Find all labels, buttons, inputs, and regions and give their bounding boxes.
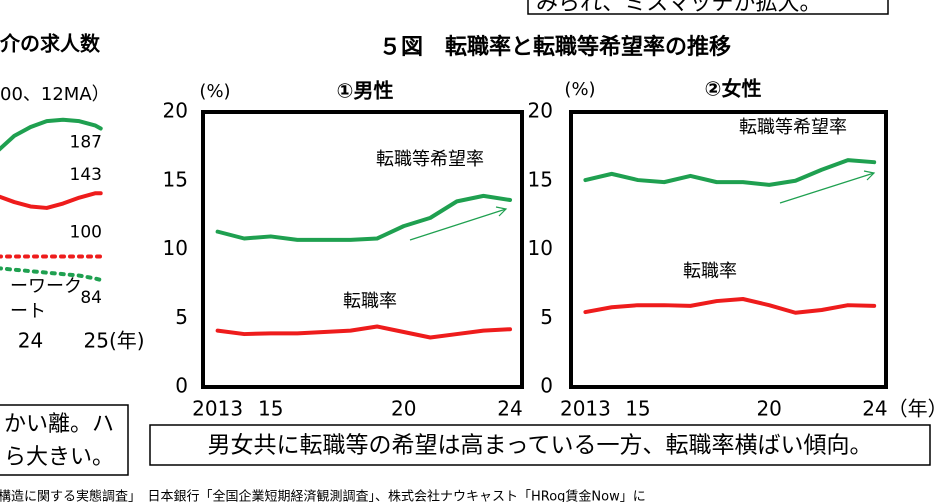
series-label: 転職率 (683, 261, 737, 282)
plot-frame (201, 110, 524, 389)
chart-title: ①男性 (337, 79, 394, 103)
plot-frame (569, 110, 888, 389)
left-note: かい離。ハ (4, 412, 114, 437)
y-tick-label: 10 (528, 236, 553, 260)
series-line (0, 117, 103, 152)
arrow-head (863, 170, 876, 181)
y-tick-label: 0 (175, 374, 188, 398)
caption-box (149, 424, 931, 466)
y-tick-label: 5 (540, 305, 553, 329)
end-value-label: 143 (70, 165, 102, 185)
x-tick-label: 24 (497, 397, 522, 421)
note-box (527, 0, 889, 15)
chart-title: 介の求人数 (0, 32, 101, 56)
annotation: ート (10, 301, 46, 322)
trend-arrow (409, 208, 507, 241)
arrow-head (495, 206, 508, 217)
series-label: 転職等希望率 (739, 117, 847, 138)
y-tick-label: 20 (163, 99, 188, 123)
left-note: ら大きい。 (4, 445, 114, 470)
annotation: ーワーク (10, 276, 82, 297)
y-unit: (%) (564, 79, 595, 100)
x-tick-label: 24（年） (862, 397, 936, 421)
end-value-label: 84 (80, 288, 102, 308)
series-line (583, 158, 877, 187)
end-value-label: 187 (70, 133, 102, 153)
x-tick-label: 24 (18, 329, 43, 353)
note-box (0, 404, 129, 476)
series-label: 転職等希望率 (376, 149, 484, 170)
y-tick-label: 15 (528, 167, 553, 191)
source: 構造に関する実態調査」 日本銀行「全国企業短期経済観測調査」、株式会社ナウキャス… (0, 489, 646, 502)
series-line (215, 193, 513, 242)
x-tick-label: 15 (258, 397, 283, 421)
series-line (0, 266, 103, 282)
x-tick-label: 2013 (560, 397, 611, 421)
x-tick-label: 2013 (192, 397, 243, 421)
x-tick-label: 20 (756, 397, 781, 421)
series-line (583, 297, 877, 315)
chart-subtitle: 00、12MA） (0, 84, 110, 105)
series-line (215, 324, 513, 340)
y-tick-label: 15 (163, 167, 188, 191)
x-tick-label: 15 (625, 397, 650, 421)
end-value-label: 100 (70, 222, 102, 242)
trend-arrow (779, 172, 875, 204)
y-tick-label: 10 (163, 236, 188, 260)
y-tick-label: 20 (528, 99, 553, 123)
x-tick-label: 20 (391, 397, 416, 421)
top-note: みられ、ミスマッチが拡大。 (536, 0, 822, 16)
y-tick-label: 0 (540, 374, 553, 398)
figure-title: ５図 転職率と転職等希望率の推移 (379, 34, 731, 60)
x-tick-label: 25(年) (84, 329, 145, 353)
caption: 男女共に転職等の希望は高まっている一方、転職率横ばい傾向。 (208, 433, 873, 459)
chart-title: ②女性 (705, 77, 762, 101)
y-tick-label: 5 (175, 305, 188, 329)
series-line (0, 191, 103, 210)
y-unit: (%) (199, 81, 230, 102)
series-label: 転職率 (343, 291, 397, 312)
